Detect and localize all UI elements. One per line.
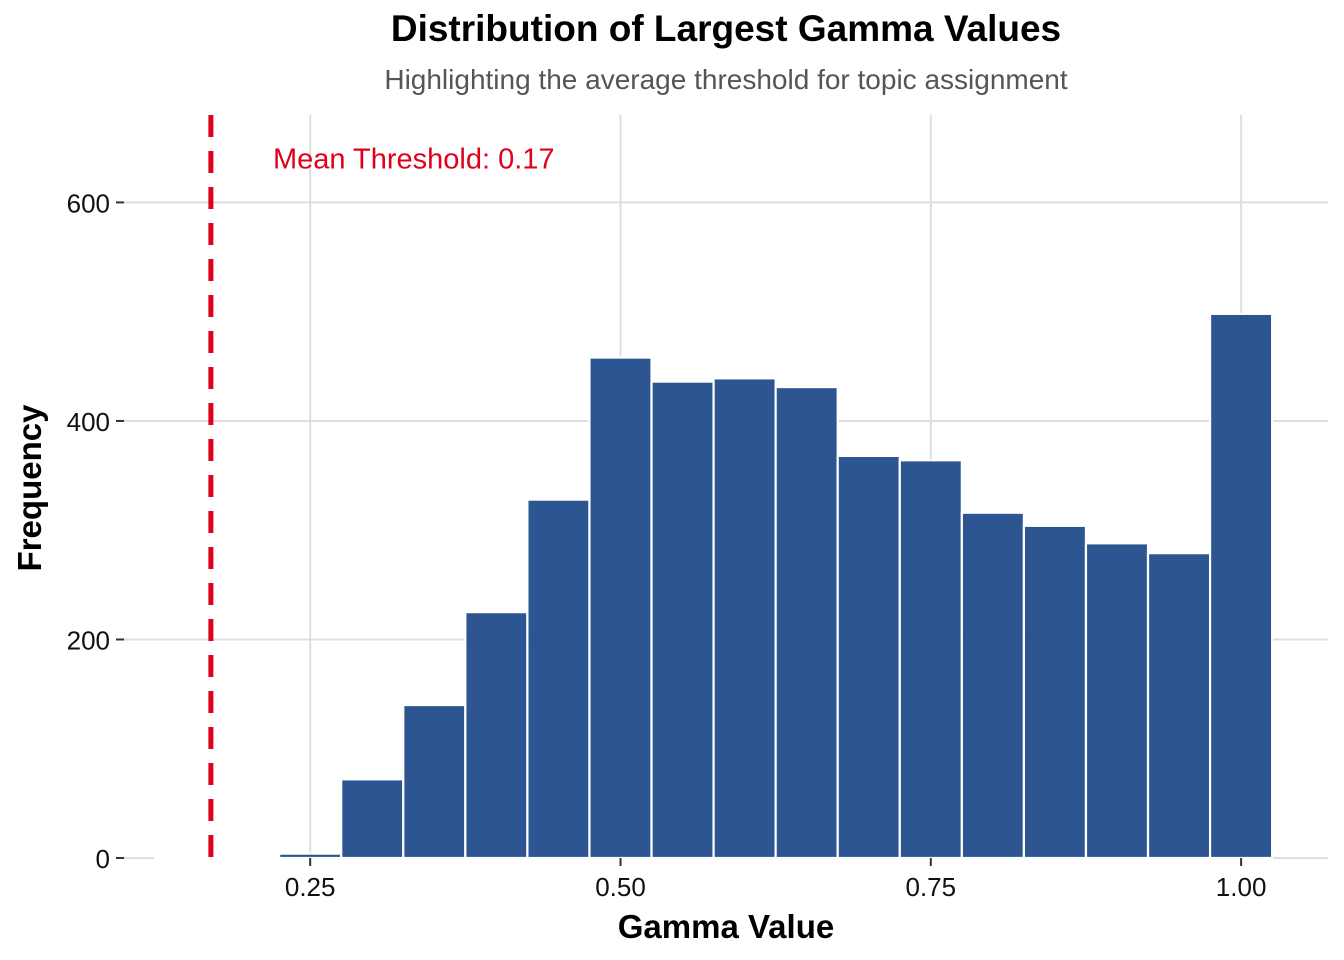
histogram-bar <box>650 380 715 860</box>
x-tick-label: 0.50 <box>595 872 646 902</box>
mean-threshold-label: Mean Threshold: 0.17 <box>273 144 555 176</box>
y-tick-label: 200 <box>67 625 110 655</box>
y-tick-label: 600 <box>67 188 110 218</box>
histogram-bar <box>960 511 1025 860</box>
histogram-bar <box>402 703 467 860</box>
y-tick-label: 400 <box>67 407 110 437</box>
histogram-bar <box>836 454 901 860</box>
x-axis-label: Gamma Value <box>618 908 834 945</box>
bars <box>153 312 1274 860</box>
y-tick-label: 0 <box>96 844 110 874</box>
histogram-bar <box>215 856 281 860</box>
threshold-layer: Mean Threshold: 0.17 <box>208 115 555 858</box>
y-axis-label: Frequency <box>11 404 48 572</box>
x-tick-label: 1.00 <box>1216 872 1267 902</box>
chart-subtitle: Highlighting the average threshold for t… <box>384 64 1068 95</box>
histogram-bar <box>153 856 219 860</box>
chart-title: Distribution of Largest Gamma Values <box>390 8 1062 49</box>
axes: 0 200 400 600 0.25 0.50 0.75 1.00 <box>67 188 1267 902</box>
histogram-bar <box>588 356 653 860</box>
histogram-bar <box>712 377 777 860</box>
histogram-bar <box>1084 542 1150 860</box>
x-tick-label: 0.25 <box>285 872 336 902</box>
histogram-bar <box>774 385 839 860</box>
histogram-bar <box>1208 312 1274 860</box>
histogram-bar <box>278 852 343 860</box>
histogram-bar <box>526 498 591 860</box>
x-tick-label: 0.75 <box>905 872 956 902</box>
histogram-bar <box>1022 524 1088 860</box>
histogram-bar <box>1146 552 1212 860</box>
histogram-bar <box>340 778 405 860</box>
histogram-bar <box>898 459 963 860</box>
histogram-bar <box>464 611 529 860</box>
